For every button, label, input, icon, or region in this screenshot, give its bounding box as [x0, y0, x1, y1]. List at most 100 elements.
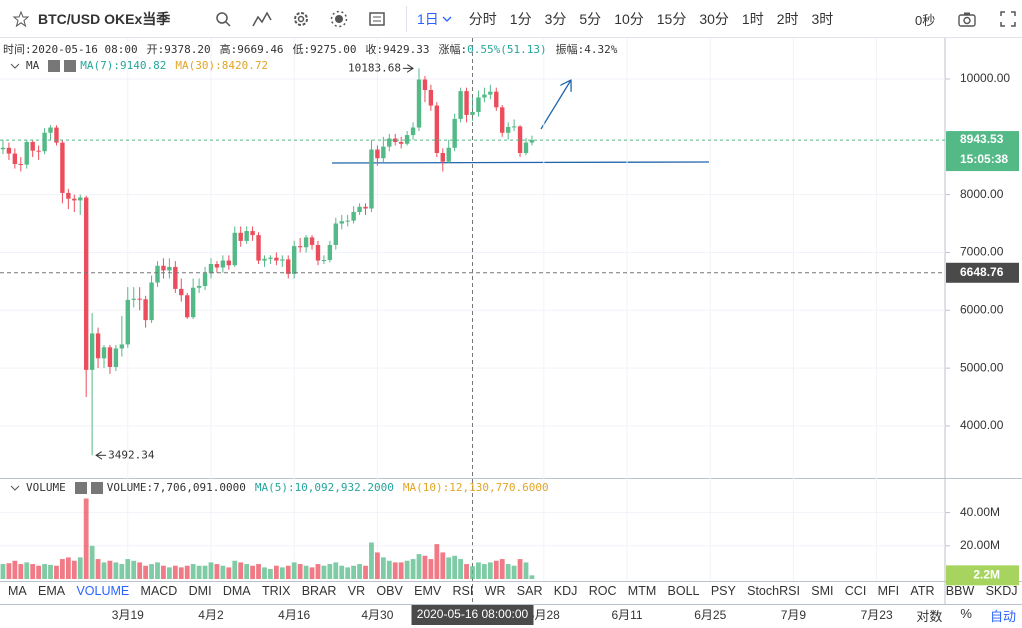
- countdown-label: 15:05:38: [960, 152, 1008, 166]
- volume-bar: [220, 565, 226, 579]
- interval-button[interactable]: 1分: [509, 11, 532, 27]
- candle-body: [119, 344, 125, 349]
- indicator-icon[interactable]: [252, 10, 272, 28]
- candle-body: [214, 264, 220, 268]
- layout-icon[interactable]: [368, 10, 386, 28]
- current-volume-badge: [946, 565, 1019, 586]
- arrow-drawing[interactable]: [540, 80, 571, 130]
- scale-option[interactable]: %: [960, 606, 972, 621]
- candle-body: [357, 206, 362, 212]
- indicator-button[interactable]: BBW: [945, 584, 975, 598]
- trend-line-drawing[interactable]: [331, 161, 710, 164]
- close-box[interactable]: [90, 481, 103, 494]
- settings-icon[interactable]: [292, 10, 310, 28]
- theme-icon[interactable]: [330, 10, 348, 28]
- indicator-button[interactable]: StochRSI: [747, 584, 800, 598]
- volume-bar: [458, 559, 464, 579]
- amplitude: 振幅:4.32%: [555, 43, 618, 56]
- candle-body: [190, 287, 196, 318]
- fullscreen-icon[interactable]: [999, 10, 1017, 28]
- volume-bar: [297, 564, 303, 579]
- volume-bar: [511, 565, 517, 579]
- indicator-button[interactable]: BOLL: [667, 584, 700, 598]
- indicator-button[interactable]: ATR: [910, 584, 935, 598]
- indicator-button[interactable]: ROC: [588, 584, 617, 598]
- interval-button[interactable]: 10分: [614, 11, 644, 27]
- info-item: 高:9669.46: [219, 43, 284, 56]
- indicator-button[interactable]: EMA: [38, 584, 66, 598]
- indicator-button[interactable]: SMI: [811, 584, 834, 598]
- indicator-button[interactable]: MFI: [877, 584, 900, 598]
- indicator-button[interactable]: VOLUME: [76, 584, 130, 598]
- indicator-button[interactable]: SKDJ: [985, 584, 1018, 598]
- indicator-button[interactable]: MA: [8, 584, 27, 598]
- camera-icon[interactable]: [957, 10, 977, 28]
- candle-body: [143, 299, 148, 321]
- indicator-button[interactable]: KDJ: [553, 584, 578, 598]
- indicator-button[interactable]: DMI: [188, 584, 212, 598]
- candle-body: [529, 140, 535, 143]
- candle-body: [505, 126, 511, 133]
- indicator-button[interactable]: DMA: [222, 584, 251, 598]
- volume-bar: [476, 562, 481, 579]
- candle-body: [42, 132, 47, 152]
- indicator-button[interactable]: MACD: [140, 584, 178, 598]
- indicator-button[interactable]: MTM: [627, 584, 657, 598]
- y-tick-label: 20.00M: [960, 538, 1000, 552]
- volume-bar: [404, 560, 410, 579]
- intervals: 分时 1分 3分 5分 10分 15分 30分 1时 2时 3时: [469, 9, 847, 29]
- indicator-button[interactable]: EMV: [414, 584, 442, 598]
- volume-bar: [523, 562, 529, 579]
- candle-body: [482, 94, 487, 98]
- pane-name: VOLUME: [26, 481, 66, 494]
- interval-button[interactable]: 30分: [699, 11, 729, 27]
- interval-button[interactable]: 3时: [811, 11, 834, 27]
- indicator-button[interactable]: VR: [347, 584, 366, 598]
- scale-option[interactable]: 自动: [989, 609, 1016, 624]
- active-interval[interactable]: 1日: [417, 11, 439, 27]
- settings-box[interactable]: [74, 481, 87, 494]
- chevron[interactable]: [441, 14, 453, 24]
- candle-body: [369, 149, 374, 209]
- scale-option[interactable]: 对数: [916, 609, 943, 624]
- collapse-icon[interactable]: [10, 484, 20, 492]
- indicator-button[interactable]: CCI: [844, 584, 867, 598]
- close-box[interactable]: [64, 59, 77, 72]
- star-icon[interactable]: [12, 10, 30, 28]
- interval-button[interactable]: 分时: [468, 11, 497, 27]
- x-tick-label: 7月23: [861, 608, 893, 622]
- indicator-button[interactable]: SAR: [516, 584, 543, 598]
- indicator-button[interactable]: TRIX: [261, 584, 291, 598]
- volume-bar: [119, 564, 125, 579]
- info-item: 低:9275.00: [292, 43, 357, 56]
- candle-body: [220, 260, 226, 268]
- indicator-button[interactable]: BRAR: [301, 584, 337, 598]
- candle-body: [315, 244, 321, 261]
- volume-bar: [434, 544, 440, 579]
- settings-box[interactable]: [48, 59, 61, 72]
- volume-bar: [149, 564, 154, 579]
- legend-entry: MA(30):8420.72: [175, 59, 269, 72]
- candle-body: [83, 197, 89, 370]
- candle-body: [66, 192, 71, 199]
- search-icon[interactable]: [214, 10, 232, 28]
- candle-body: [434, 105, 440, 153]
- interval-button[interactable]: 3分: [544, 11, 567, 27]
- candle-body: [303, 237, 309, 248]
- indicator-button[interactable]: PSY: [710, 584, 736, 598]
- collapse-icon[interactable]: [10, 62, 20, 70]
- interval-button[interactable]: 5分: [579, 11, 602, 27]
- indicator-button[interactable]: OBV: [376, 584, 403, 598]
- interval-button[interactable]: 2时: [776, 11, 799, 27]
- volume-bar: [428, 559, 434, 579]
- volume-bar: [172, 565, 178, 579]
- candle-body: [256, 235, 261, 261]
- x-tick-label: 6月11: [611, 608, 642, 622]
- pane-name: MA: [26, 59, 40, 72]
- indicator-button[interactable]: WR: [484, 584, 506, 598]
- interval-button[interactable]: 15分: [656, 11, 687, 27]
- interval-button[interactable]: 1时: [741, 11, 764, 27]
- info-row: 时间:2020-05-16 08:00 开:9378.20 高:9669.46 低:9…: [3, 41, 626, 57]
- indicator-button[interactable]: RSI: [452, 584, 474, 598]
- candle-body: [446, 147, 451, 162]
